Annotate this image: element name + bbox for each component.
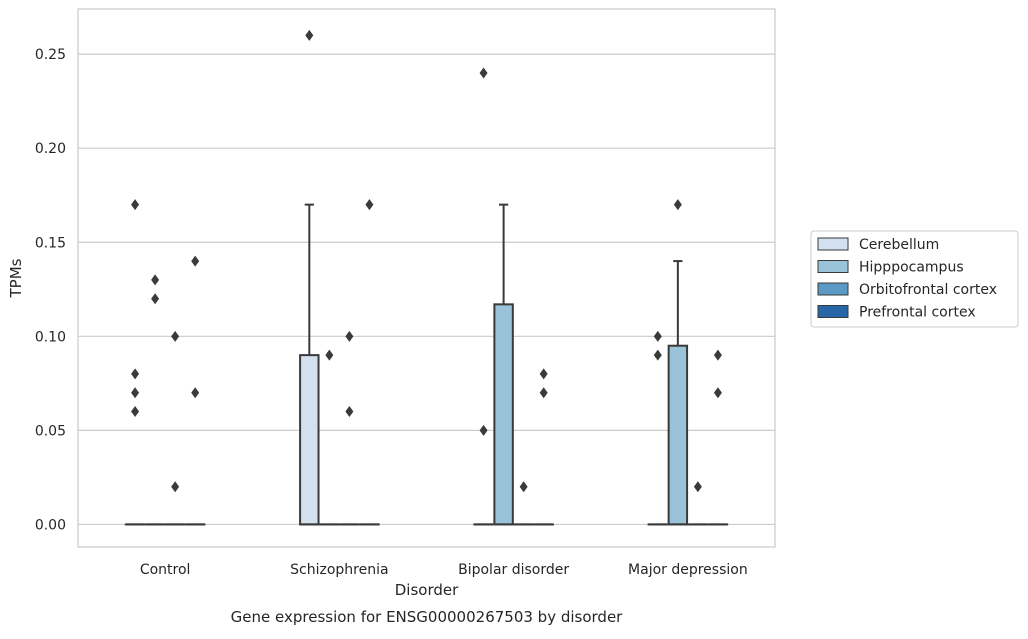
outlier-point <box>305 30 313 41</box>
legend-label: Orbitofrontal cortex <box>859 282 997 298</box>
outlier-point <box>171 331 179 342</box>
box-group <box>320 350 338 525</box>
outlier-point <box>520 481 528 492</box>
legend-swatch <box>818 283 848 295</box>
x-axis-ticks: Control Schizophrenia Bipolar disorder Majo… <box>140 562 748 578</box>
box-group <box>300 30 318 525</box>
box-group <box>186 256 204 525</box>
outlier-point <box>714 387 722 398</box>
y-tick-label: 0.10 <box>35 329 66 345</box>
box-group <box>494 205 512 525</box>
outlier-point <box>480 425 488 436</box>
chart-caption: Gene expression for ENSG00000267503 by d… <box>231 608 624 626</box>
outlier-point <box>540 368 548 379</box>
outlier-point <box>694 481 702 492</box>
outlier-point <box>171 481 179 492</box>
outlier-point <box>191 387 199 398</box>
outlier-point <box>654 331 662 342</box>
y-tick-label: 0.25 <box>35 47 66 63</box>
outlier-point <box>345 331 353 342</box>
box-group <box>534 368 552 524</box>
y-tick-label: 0.00 <box>35 517 66 533</box>
outlier-point <box>151 293 159 304</box>
legend-label: Cerebellum <box>859 237 939 253</box>
series-cerebellum <box>126 30 667 525</box>
box-group <box>514 481 532 524</box>
outlier-point <box>325 350 333 361</box>
outlier-point <box>131 199 139 210</box>
box-group <box>126 199 144 524</box>
x-axis-label: Disorder <box>395 581 459 599</box>
y-tick-label: 0.15 <box>35 235 66 251</box>
box-rect <box>669 346 687 525</box>
x-tick-label: Bipolar disorder <box>458 562 569 578</box>
box-group <box>340 331 358 525</box>
outlier-point <box>131 406 139 417</box>
box-rect <box>494 304 512 524</box>
outlier-point <box>654 350 662 361</box>
y-axis-ticks: 0.00 0.05 0.10 0.15 0.20 0.25 <box>35 47 66 533</box>
box-series <box>126 30 727 525</box>
x-tick-label: Schizophrenia <box>290 562 388 578</box>
x-tick-label: Major depression <box>628 562 748 578</box>
box-group <box>689 481 707 524</box>
outlier-point <box>714 350 722 361</box>
legend-label: Hipppocampus <box>859 260 964 276</box>
outlier-point <box>191 256 199 267</box>
box-group <box>474 67 492 524</box>
legend-swatch <box>818 306 848 318</box>
series-orbitofrontal-cortex <box>166 331 707 525</box>
box-group <box>709 350 727 525</box>
outlier-point <box>131 368 139 379</box>
x-tick-label: Control <box>140 562 191 578</box>
y-tick-label: 0.20 <box>35 141 66 157</box>
y-tick-label: 0.05 <box>35 423 66 439</box>
series-prefrontal-cortex <box>186 199 727 524</box>
series-hipppocampus <box>146 199 687 524</box>
legend-swatch <box>818 238 848 250</box>
y-axis-label: TPMs <box>7 258 25 298</box>
box-group <box>360 199 378 524</box>
box-group <box>649 331 667 525</box>
box-group <box>146 274 164 524</box>
outlier-point <box>480 67 488 78</box>
legend-label: Prefrontal cortex <box>859 305 976 321</box>
box-rect <box>300 355 318 524</box>
box-group <box>166 331 184 525</box>
outlier-point <box>151 274 159 285</box>
outlier-point <box>540 387 548 398</box>
outlier-point <box>131 387 139 398</box>
outlier-point <box>365 199 373 210</box>
legend-swatch <box>818 261 848 273</box>
outlier-point <box>674 199 682 210</box>
legend: Cerebellum Hipppocampus Orbitofrontal cort… <box>811 231 1018 327</box>
outlier-point <box>345 406 353 417</box>
box-group <box>669 199 687 524</box>
